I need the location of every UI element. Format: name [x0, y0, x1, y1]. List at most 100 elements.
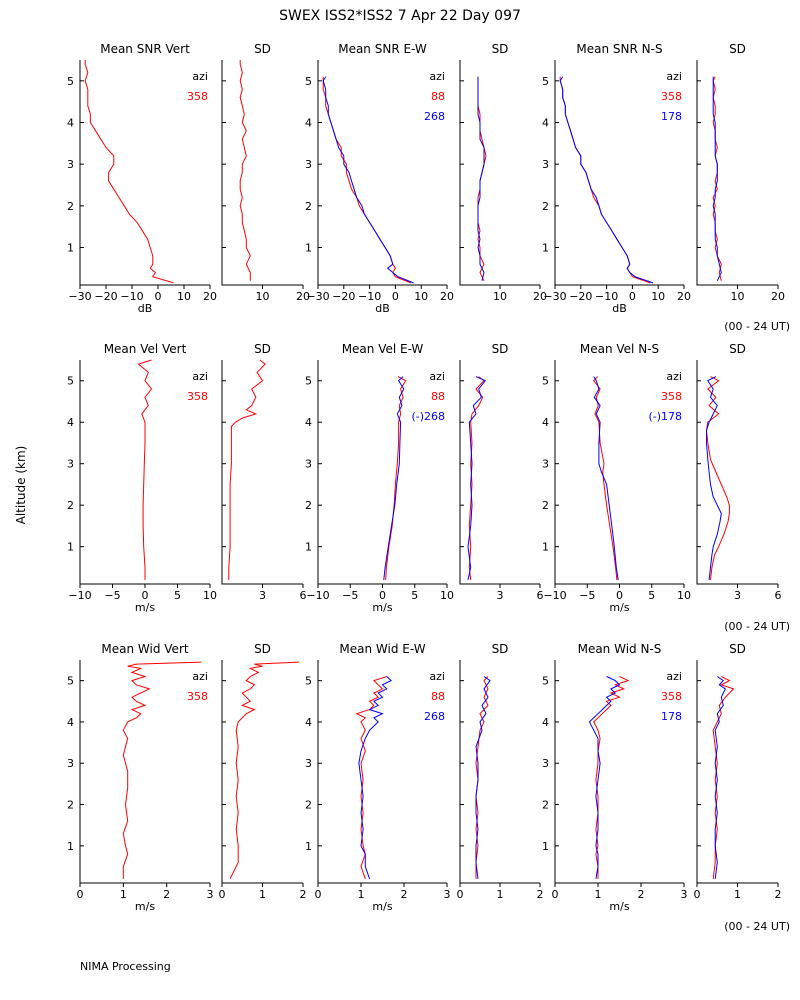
footer-label: NIMA Processing	[80, 960, 171, 973]
panel-r3-c4-title: SD	[492, 642, 509, 656]
panel-r3-c4-xtick-label: 0	[457, 888, 464, 901]
panel-r2-c3-title: Mean Vel E-W	[342, 342, 424, 356]
panel-r2-c4-series-1-line	[468, 376, 485, 580]
panel-r3-c2-title: SD	[254, 642, 271, 656]
panel-r1-c1-ytick-label: 5	[67, 75, 74, 88]
panel-r2-c3-ytick-label: 3	[305, 458, 312, 471]
panel-r3-c6-axes	[696, 660, 778, 884]
panel-r1-c4-xtick-label: 20	[533, 290, 547, 303]
panel-r1-c3-ytick-label: 1	[305, 242, 312, 255]
panel-r3-c5-xtick-label: 1	[595, 888, 602, 901]
panel-r1-c3-series-2-line	[322, 76, 414, 284]
panel-r2-c3: Mean Vel E-W −10 −5 0 5 10 1 2 3 4 5 m/s azi 88 (-)268	[305, 342, 454, 614]
panel-r3-c5-ytick-label: 2	[542, 799, 549, 812]
panel-r2-c4-xtick-label: 6	[537, 589, 544, 602]
panel-r3-c4-axes	[459, 660, 540, 884]
panel-r3-c1-xtick-label: 0	[77, 888, 84, 901]
panel-r1-c2-axes	[221, 60, 303, 286]
panel-r2-c3-series-1-line	[385, 376, 407, 580]
panel-r3-c3-series-2-line	[358, 676, 392, 880]
panel-r1-c5-xtick-label: 20	[677, 290, 691, 303]
panel-r3-c1-xlabel: m/s	[135, 900, 155, 913]
panel-r3-c1-legend-title: azi	[192, 670, 208, 683]
panel-r3-c2: SD 0 1 2	[219, 642, 307, 901]
panel-r2-c1-legend-entry-1: 358	[187, 390, 208, 403]
panel-r1-c3-legend-entry-2: 268	[424, 110, 445, 123]
panel-r2-c3-ytick-label: 1	[305, 541, 312, 554]
panel-r3-c3-ytick-label: 5	[305, 675, 312, 688]
panel-r1-c3-ytick-label: 2	[305, 200, 312, 213]
panel-r2-c3-ytick-label: 2	[305, 499, 312, 512]
panel-r2-c5-xtick-label: −10	[543, 589, 566, 602]
panel-r1-c2-series-1-line	[239, 60, 251, 281]
panel-r2-c6: SD 3 6	[696, 342, 782, 602]
panel-r1-c1-xtick-label: −30	[68, 290, 91, 303]
panel-r2-c3-xtick-label: 10	[440, 589, 454, 602]
panel-r2-c3-xtick-label: 0	[379, 589, 386, 602]
panel-r1-c1-ytick-label: 3	[67, 158, 74, 171]
panel-r1-c5-xtick-label: 0	[629, 290, 636, 303]
panel-r3-c1-ytick-label: 1	[67, 840, 74, 853]
panel-r2-c2-axes	[221, 360, 303, 585]
panel-r1-c1-legend-title: azi	[192, 70, 208, 83]
panel-r3-c2-xtick-label: 2	[300, 888, 307, 901]
panel-r1-c5-xlabel: dB	[612, 302, 627, 315]
panel-r2-c1-ytick-label: 4	[67, 416, 74, 429]
panel-r1-c2: SD 10 20	[221, 42, 310, 303]
panel-r2-c5-legend-entry-1: 358	[661, 390, 682, 403]
panel-r1-c3-title: Mean SNR E-W	[338, 42, 427, 56]
panel-r2-c5: Mean Vel N-S −10 −5 0 5 10 1 2 3 4 5 m/s azi 358 (-)17…	[542, 342, 691, 614]
panel-r1-c1-series-1-line	[84, 60, 174, 284]
panel-r1-c5-ytick-label: 3	[542, 158, 549, 171]
panel-r3-c2-xtick-label: 1	[259, 888, 266, 901]
panel-r2-c1-title: Mean Vel Vert	[104, 342, 187, 356]
panel-r2-c5-legend-entry-2: (-)178	[648, 410, 682, 423]
panel-r2-c1-ytick-label: 2	[67, 499, 74, 512]
panel-r2-c1-xlabel: m/s	[135, 601, 155, 614]
panel-r2-c3-legend-entry-1: 88	[431, 390, 445, 403]
panel-r1-c5-xtick-label: 10	[651, 290, 665, 303]
panel-r1-c3-xtick-label: −10	[358, 290, 381, 303]
time-range-row-1: (00 - 24 UT)	[724, 320, 790, 333]
panel-r3-c6-series-1-line	[712, 676, 735, 879]
panel-r1-c1-xtick-label: −10	[120, 290, 143, 303]
panel-r3-c4-series-1-line	[475, 676, 489, 879]
panel-r3-c1-ytick-label: 5	[67, 675, 74, 688]
panel-r2-c1-ytick-label: 5	[67, 375, 74, 388]
panel-r2-c5-xtick-label: 10	[677, 589, 691, 602]
panel-r1-c1-ytick-label: 4	[67, 117, 74, 130]
panel-r3-c6: SD 0 1 2	[694, 642, 782, 901]
panel-r2-c5-ytick-label: 4	[542, 416, 549, 429]
panel-r2-c5-ytick-label: 5	[542, 375, 549, 388]
panel-r2-c5-xlabel: m/s	[609, 601, 629, 614]
panel-r1-c3-series-1-line	[322, 76, 412, 284]
panel-r1-c1-xtick-label: −20	[94, 290, 117, 303]
panel-r2-c5-series-1-line	[593, 376, 618, 580]
figure-title: SWEX ISS2*ISS2 7 Apr 22 Day 097	[279, 8, 521, 24]
panel-r2-c5-series-2-line	[593, 376, 619, 580]
panel-r2-c5-xtick-label: 0	[616, 589, 623, 602]
panel-r2-c1-ytick-label: 3	[67, 458, 74, 471]
panel-r2-c1-xtick-label: 10	[203, 589, 217, 602]
panel-r1-c3-ytick-label: 5	[305, 75, 312, 88]
panel-r1-c1: Mean SNR Vert −30 −20 −10 0 10 20 1 2 3 4 5 dB azi 358	[67, 42, 217, 315]
panel-r1-c5-legend-entry-2: 178	[661, 110, 682, 123]
panel-r1-c1-ytick-label: 1	[67, 242, 74, 255]
panel-r1-c6-series-2-line	[712, 76, 722, 282]
panel-r1-c6-title: SD	[729, 42, 746, 56]
panel-r2-c6-axes	[696, 360, 778, 585]
panel-r3-c1-xtick-label: 3	[207, 888, 214, 901]
panel-r3-c3-xtick-label: 2	[401, 888, 408, 901]
panel-r1-c6-xtick-label: 20	[771, 290, 785, 303]
panel-r3-c6-series-2-line	[714, 676, 727, 879]
panel-r1-c5-ytick-label: 4	[542, 117, 549, 130]
panel-r1-c3-axes	[317, 60, 447, 286]
panel-r3-c6-xtick-label: 2	[775, 888, 782, 901]
panel-r3-c2-series-1-line	[229, 661, 299, 880]
panel-r2-c5-ytick-label: 3	[542, 458, 549, 471]
panel-r2-c4-title: SD	[492, 342, 509, 356]
panel-r2-c5-title: Mean Vel N-S	[580, 342, 659, 356]
panel-r2-c3-legend-entry-2: (-)268	[411, 410, 445, 423]
panel-r2-c2-xtick-label: 6	[300, 589, 307, 602]
panel-r1-c2-xtick-label: 20	[296, 290, 310, 303]
